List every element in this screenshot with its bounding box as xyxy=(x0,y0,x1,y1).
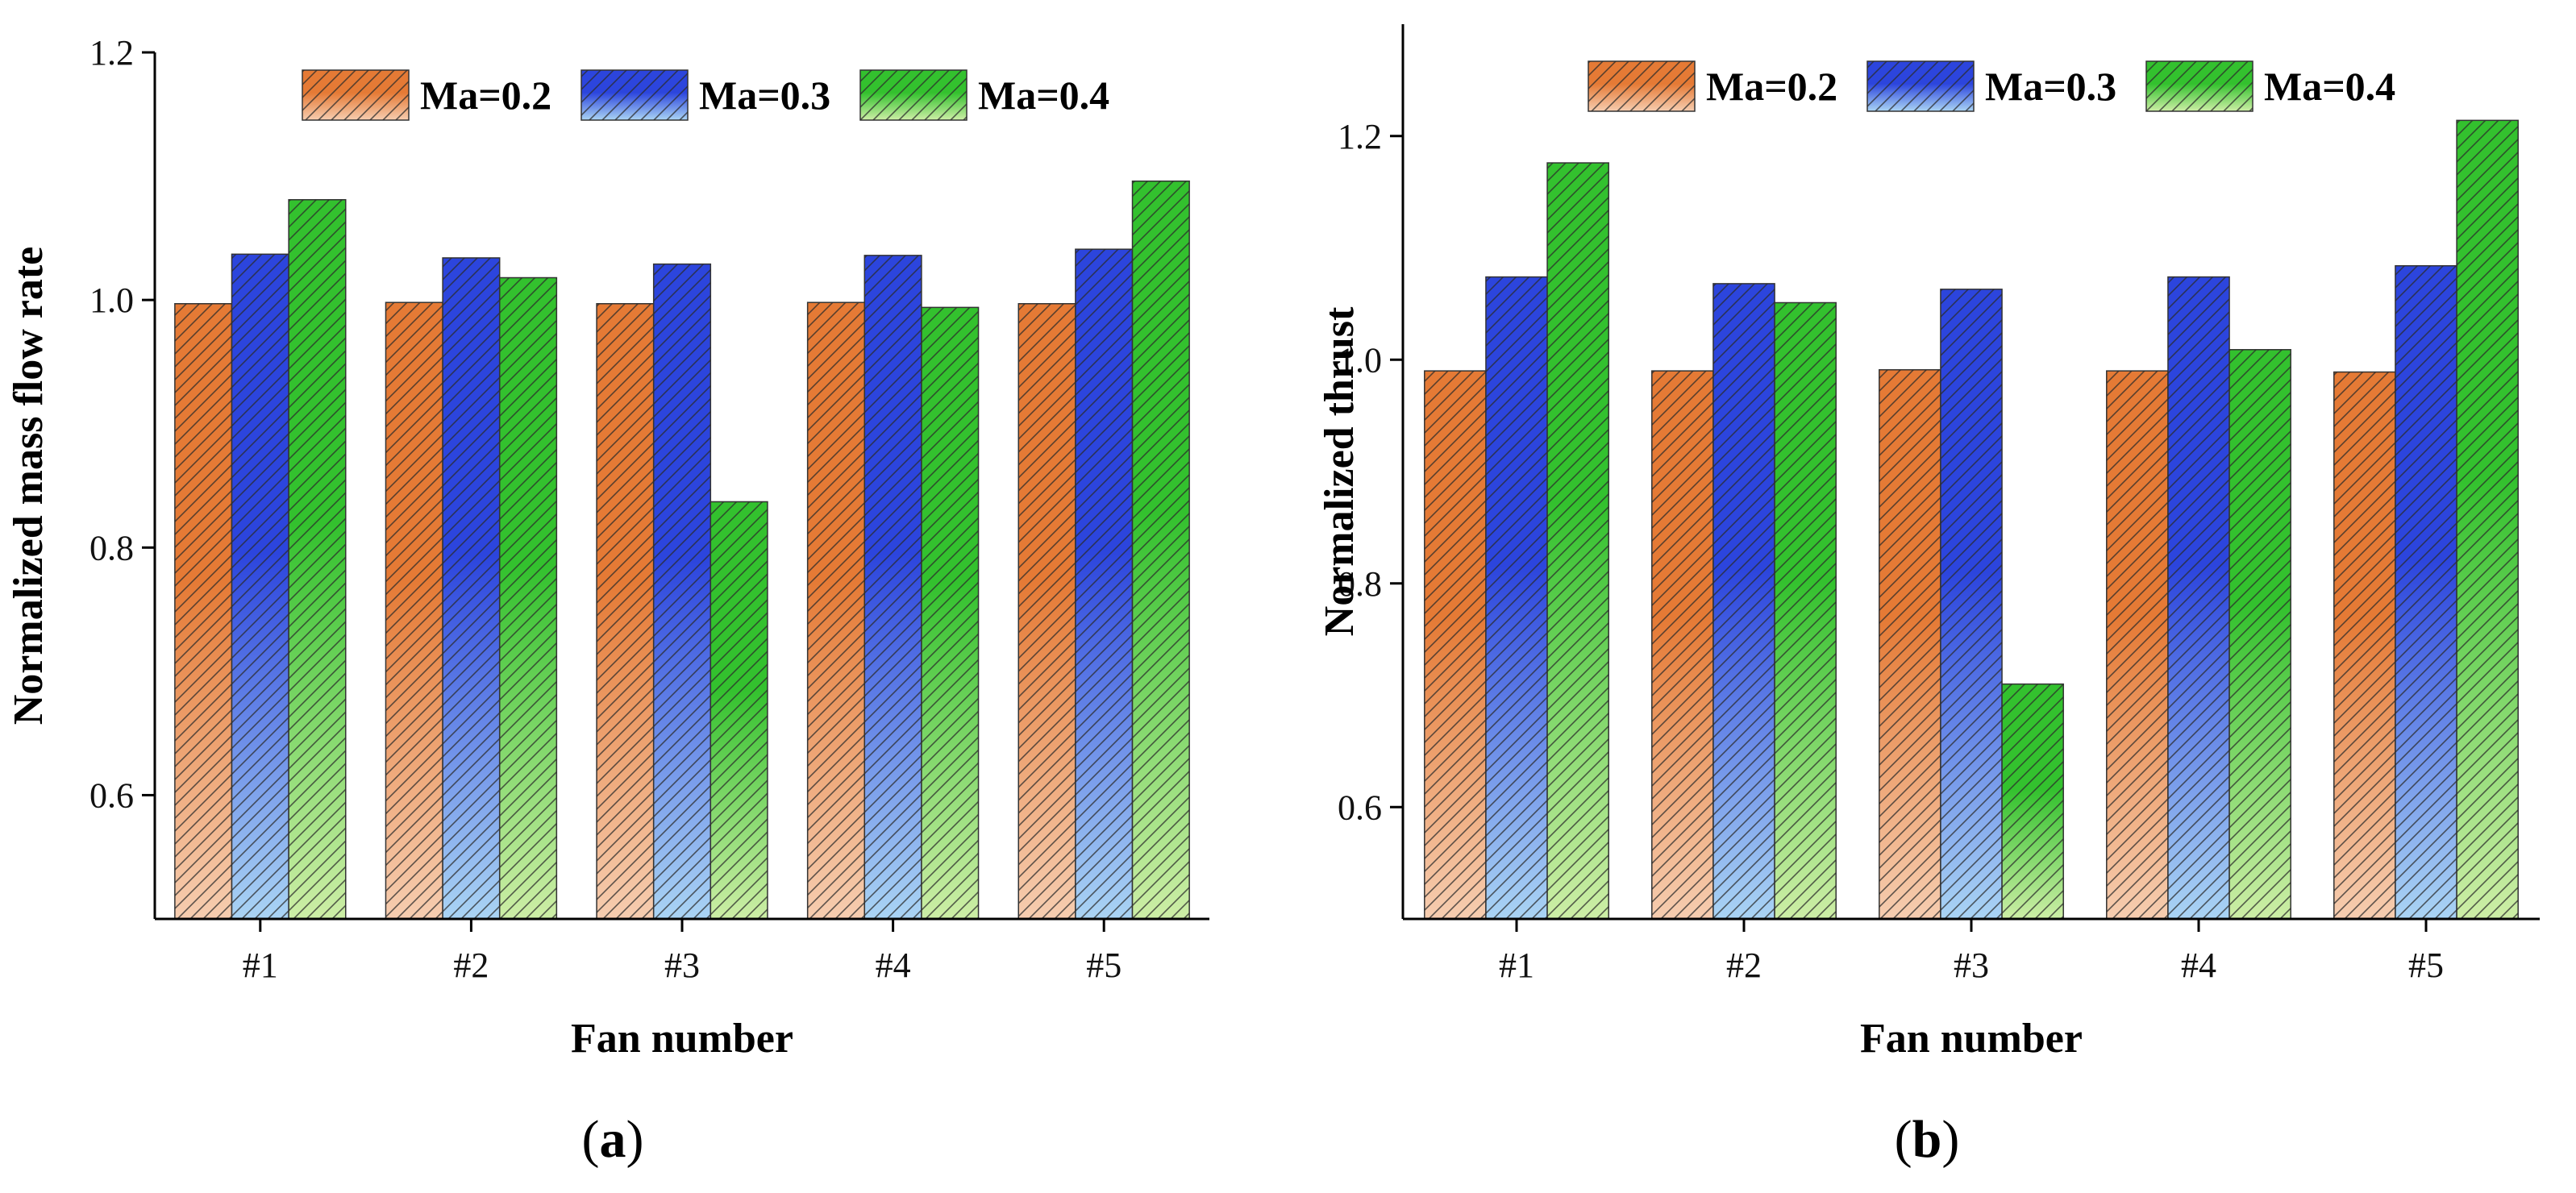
legend-label: Ma=0.2 xyxy=(420,73,551,118)
x-tick-label: #2 xyxy=(453,946,489,985)
hatch-overlay xyxy=(231,254,289,920)
hatch-overlay xyxy=(385,302,443,919)
hatch-overlay xyxy=(2002,684,2064,919)
hatch-overlay xyxy=(597,303,654,919)
y-tick-label: 1.0 xyxy=(89,281,134,320)
hatch-overlay xyxy=(174,303,232,919)
hatch-overlay xyxy=(1485,276,1548,919)
legend: Ma=0.2 Ma=0.3 Ma=0.4 xyxy=(302,69,1109,121)
legend-label: Ma=0.2 xyxy=(1706,64,1837,109)
hatch-overlay xyxy=(2106,371,2168,919)
hatch-overlay xyxy=(2146,61,2253,111)
y-ticks: 0.6 0.8 1.0 1.2 xyxy=(1338,117,1403,827)
x-tick-label: #5 xyxy=(1086,946,1122,985)
hatch-overlay xyxy=(921,307,979,919)
hatch-overlay xyxy=(1018,303,1076,919)
hatch-overlay xyxy=(443,257,500,919)
legend-label: Ma=0.3 xyxy=(1985,64,2116,109)
y-axis-title: Normalized thrust xyxy=(1317,306,1363,636)
x-axis-title: Fan number xyxy=(571,1016,793,1062)
y-tick-label: 0.8 xyxy=(89,528,134,567)
hatch-overlay xyxy=(2167,276,2230,919)
hatch-overlay xyxy=(2457,120,2519,919)
panel-label-b: (b) xyxy=(1895,1110,1960,1169)
hatch-overlay xyxy=(860,70,967,120)
y-tick-label: 1.2 xyxy=(1338,117,1382,156)
hatch-overlay xyxy=(1775,302,1837,919)
hatch-overlay xyxy=(864,255,922,919)
x-ticks: #1 #2 #3 #4 #5 xyxy=(1499,919,2444,985)
y-tick-label: 0.6 xyxy=(89,775,134,815)
hatch-overlay xyxy=(1075,249,1133,919)
legend-label: Ma=0.3 xyxy=(699,73,830,118)
x-tick-label: #3 xyxy=(664,946,700,985)
bars-group xyxy=(174,180,1190,920)
x-tick-label: #5 xyxy=(2408,946,2444,985)
hatch-overlay xyxy=(807,302,865,919)
legend-label: Ma=0.4 xyxy=(978,73,1109,118)
hatch-overlay xyxy=(1712,283,1775,919)
hatch-overlay xyxy=(2333,372,2395,919)
y-tick-label: 1.0 xyxy=(1338,340,1382,380)
hatch-overlay xyxy=(1651,371,1713,919)
y-axis-title: Normalized mass flow rate xyxy=(6,247,52,725)
x-axis-title: Fan number xyxy=(1860,1016,2083,1062)
hatch-overlay xyxy=(581,70,688,120)
y-ticks: 0.6 0.8 1.0 1.2 xyxy=(89,33,155,815)
x-tick-label: #4 xyxy=(2181,946,2216,985)
y-tick-label: 0.8 xyxy=(1338,564,1382,604)
x-tick-label: #1 xyxy=(243,946,278,985)
x-tick-label: #3 xyxy=(1954,946,1989,985)
x-tick-label: #1 xyxy=(1499,946,1534,985)
x-tick-label: #4 xyxy=(876,946,911,985)
legend-label: Ma=0.4 xyxy=(2264,64,2395,109)
hatch-overlay xyxy=(2229,349,2291,919)
y-tick-label: 0.6 xyxy=(1338,788,1382,827)
hatch-overlay xyxy=(1940,289,2003,919)
hatch-overlay xyxy=(1424,371,1486,919)
hatch-overlay xyxy=(1588,61,1695,111)
y-tick-label: 1.2 xyxy=(89,33,134,73)
hatch-overlay xyxy=(1879,369,1941,919)
hatch-overlay xyxy=(1132,181,1190,919)
hatch-overlay xyxy=(289,199,346,919)
hatch-overlay xyxy=(1547,163,1609,920)
hatch-overlay xyxy=(710,501,768,919)
hatch-overlay xyxy=(2395,265,2457,919)
hatch-overlay xyxy=(653,264,711,919)
chart-panel-b: 0.6 0.8 1.0 1.2 #1 #2 #3 #4 #5 Fan number Norma… xyxy=(1317,24,2540,1169)
hatch-overlay xyxy=(302,70,409,120)
chart-panel-a: 0.6 0.8 1.0 1.2 #1 #2 #3 #4 #5 Fan number Norma… xyxy=(6,33,1209,1169)
panel-label-a: (a) xyxy=(582,1110,644,1169)
bars-group xyxy=(1424,119,2519,920)
hatch-overlay xyxy=(1867,61,1974,111)
legend: Ma=0.2 Ma=0.3 Ma=0.4 xyxy=(1588,60,2395,112)
x-tick-label: #2 xyxy=(1726,946,1762,985)
hatch-overlay xyxy=(499,277,557,919)
x-ticks: #1 #2 #3 #4 #5 xyxy=(243,919,1122,985)
